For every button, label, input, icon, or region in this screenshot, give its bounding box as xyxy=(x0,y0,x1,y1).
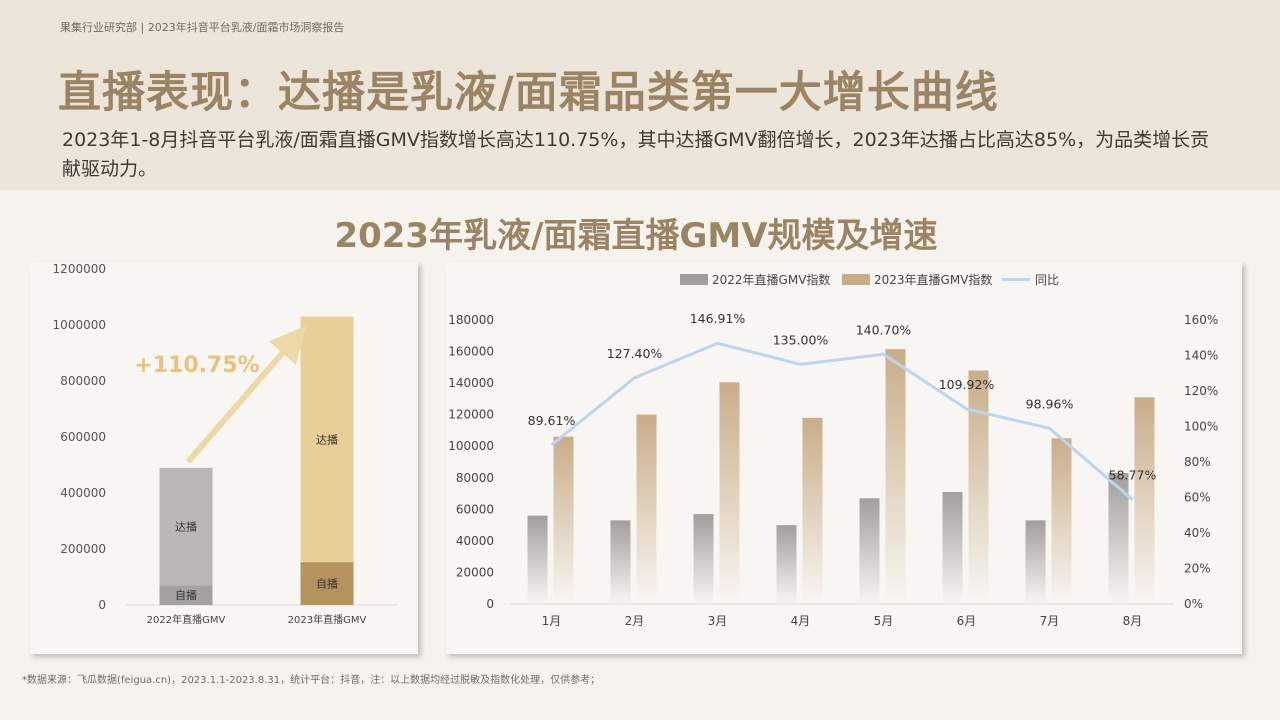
segment-label-dabo: 达播 xyxy=(316,432,338,446)
y-tick-label: 80000 xyxy=(456,471,494,485)
report-source-tag: 果集行业研究部 | 2023年抖音平台乳液/面霜市场洞察报告 xyxy=(60,21,345,34)
bar-2022-8月 xyxy=(1108,473,1129,604)
x-tick-label: 2023年直播GMV xyxy=(288,613,367,626)
y-tick-label: 40000 xyxy=(456,534,494,548)
yoy-data-label: 135.00% xyxy=(773,332,829,347)
y-tick-label: 60000 xyxy=(456,502,494,516)
page-title: 直播表现：达播是乳液/面霜品类第一大增长曲线 xyxy=(58,68,999,118)
bar-2023-3月 xyxy=(719,382,740,604)
y-tick-label: 140000 xyxy=(448,376,494,390)
segment-label-self: 自播 xyxy=(175,588,197,602)
x-tick-label: 5月 xyxy=(874,614,894,628)
bar-2022-6月 xyxy=(942,491,963,604)
monthly-chart-panel: 0 20000 40000 60000 80000 100000 120000 140000 1… xyxy=(446,262,1242,654)
y-tick-label: 20000 xyxy=(456,565,494,579)
growth-label: +110.75% xyxy=(134,353,259,378)
x-tick-label: 3月 xyxy=(708,614,728,628)
y-tick-label: 1000000 xyxy=(53,318,106,332)
y2-tick-label: 40% xyxy=(1184,526,1211,540)
data-source-footnote: *数据来源：飞瓜数据(feigua.cn)，2023.1.1-2023.8.31… xyxy=(22,675,601,686)
x-tick-label: 2月 xyxy=(625,614,645,628)
y-tick-label: 200000 xyxy=(60,542,106,556)
page-subtitle: 2023年1-8月抖音平台乳液/面霜直播GMV指数增长高达110.75%，其中达… xyxy=(62,129,1210,180)
x-tick-label: 4月 xyxy=(791,614,811,628)
monthly-gmv-chart: 0 20000 40000 60000 80000 100000 120000 140000 1… xyxy=(448,272,1218,628)
y2-tick-label: 20% xyxy=(1184,562,1211,576)
bar-2023-7月 xyxy=(1051,438,1072,604)
legend-label-2022: 2022年直播GMV指数 xyxy=(712,272,830,287)
legend-label-2023: 2023年直播GMV指数 xyxy=(874,272,992,287)
bar-2023-6月 xyxy=(968,370,989,604)
y-tick-label: 160000 xyxy=(448,345,494,359)
bar-self-2 xyxy=(300,562,354,605)
bar-2022-3月 xyxy=(693,514,714,604)
stacked-bar-chart: 0 200000 400000 600000 800000 1000000 1200000 自… xyxy=(53,262,398,626)
segment-label-dabo: 达播 xyxy=(175,520,197,534)
x-tick-label: 1月 xyxy=(542,614,562,628)
bar-2022-7月 xyxy=(1025,520,1046,604)
y-tick-label: 400000 xyxy=(60,486,106,500)
bar-2023-4月 xyxy=(802,417,823,604)
bar-2022-4月 xyxy=(776,525,797,604)
y2-tick-label: 60% xyxy=(1184,491,1211,505)
bar-2023-8月 xyxy=(1134,397,1155,604)
y2-tick-label: 0% xyxy=(1184,597,1203,611)
y-tick-label: 800000 xyxy=(60,374,106,388)
yoy-data-label: 89.61% xyxy=(528,413,576,428)
legend-label-yoy: 同比 xyxy=(1035,273,1059,287)
yoy-data-label: 109.92% xyxy=(939,377,995,392)
bar-2022-1月 xyxy=(527,515,548,604)
y2-tick-label: 120% xyxy=(1184,384,1218,398)
x-tick-label: 2022年直播GMV xyxy=(147,613,226,626)
y-tick-label: 1200000 xyxy=(53,262,106,276)
legend-swatch-2023 xyxy=(842,274,870,285)
y-tick-label: 0 xyxy=(98,598,106,612)
yoy-data-label: 146.91% xyxy=(690,311,746,326)
x-tick-label: 6月 xyxy=(957,614,977,628)
yoy-data-label: 58.77% xyxy=(1109,468,1157,483)
y-tick-label: 100000 xyxy=(448,439,494,453)
bar-2023-5月 xyxy=(885,349,906,604)
yoy-data-label: 140.70% xyxy=(856,322,912,337)
y-tick-label: 600000 xyxy=(60,430,106,444)
bar-2023-1月 xyxy=(553,436,574,604)
chart-section-title: 2023年乳液/面霜直播GMV规模及增速 xyxy=(334,216,938,256)
legend-swatch-2022 xyxy=(680,274,708,285)
bar-2022-5月 xyxy=(859,498,880,604)
y-tick-label: 0 xyxy=(486,597,494,611)
growth-arrow xyxy=(185,325,307,464)
bar-self-1 xyxy=(159,585,213,605)
y-tick-label: 120000 xyxy=(448,408,494,422)
y2-tick-label: 80% xyxy=(1184,455,1211,469)
bar-2022-2月 xyxy=(610,520,631,604)
header-band: 果集行业研究部 | 2023年抖音平台乳液/面霜市场洞察报告 直播表现：达播是乳… xyxy=(0,0,1280,190)
stacked-bar-panel: 0 200000 400000 600000 800000 1000000 1200000 自… xyxy=(30,262,418,654)
bar-dabo-2 xyxy=(300,316,354,563)
yoy-data-label: 127.40% xyxy=(607,346,663,361)
y2-tick-label: 100% xyxy=(1184,420,1218,434)
x-tick-label: 7月 xyxy=(1040,614,1060,628)
segment-label-self: 自播 xyxy=(316,577,338,591)
y-tick-label: 180000 xyxy=(448,313,494,327)
y2-tick-label: 160% xyxy=(1184,313,1218,327)
yoy-line xyxy=(550,341,1134,501)
yoy-data-label: 98.96% xyxy=(1026,396,1074,411)
bar-dabo-1 xyxy=(159,467,213,586)
y2-tick-label: 140% xyxy=(1184,349,1218,363)
x-tick-label: 8月 xyxy=(1123,614,1143,628)
bar-2023-2月 xyxy=(636,414,657,604)
